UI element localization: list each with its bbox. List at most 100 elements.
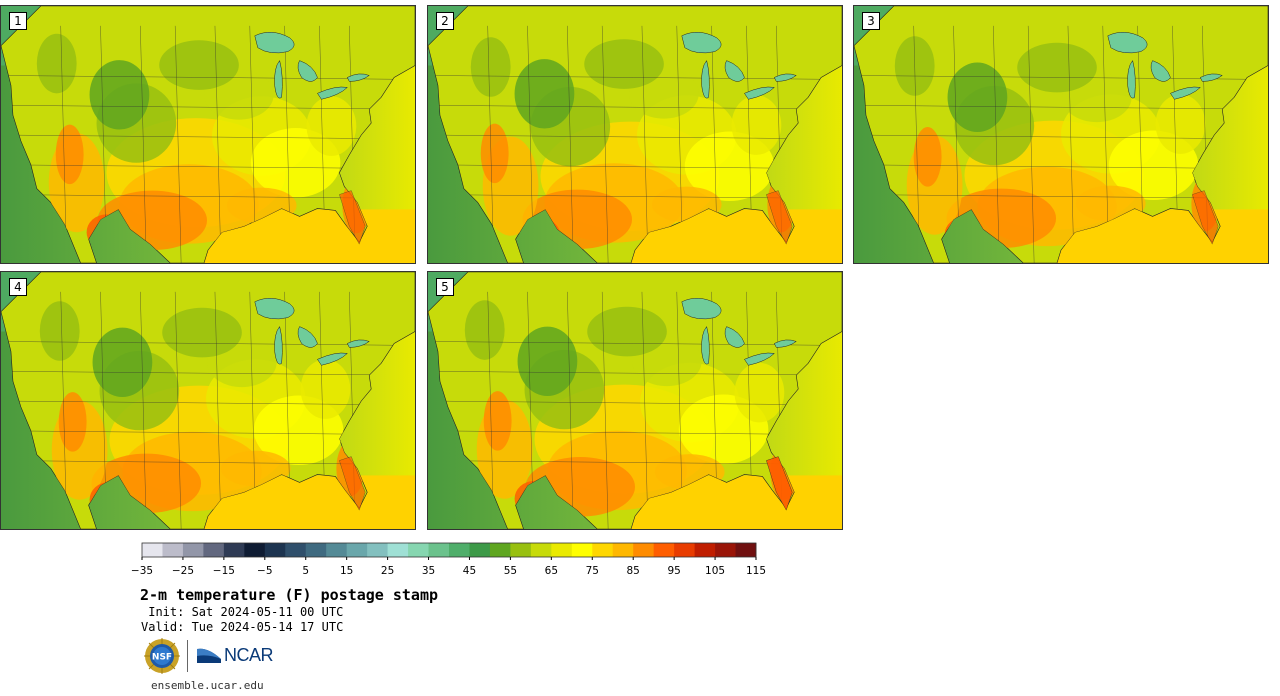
great-lake [744, 86, 775, 100]
temperature-blob [464, 300, 505, 360]
colorbar-segment [428, 543, 450, 557]
colorbar-segment [489, 543, 511, 557]
colorbar-segment [387, 543, 409, 557]
state-line [641, 25, 649, 263]
colorbar-segment [530, 543, 552, 557]
colorbar-tick-label: 35 [422, 565, 435, 577]
colorbar-tick-label: 105 [705, 565, 725, 577]
great-lake [1199, 73, 1223, 82]
colorbar-tick-label: 5 [302, 565, 309, 577]
colorbar-segment [326, 543, 348, 557]
colorbar-segment [244, 543, 266, 557]
colorbar-tick-label: −5 [257, 565, 272, 577]
great-lake [1170, 86, 1201, 100]
colorbar-segment [346, 543, 368, 557]
colorbar-segment [264, 543, 286, 557]
colorbar-segment [162, 543, 184, 557]
colorbar-segment [735, 543, 757, 557]
panel-number: 4 [9, 278, 27, 296]
state-line [1, 371, 415, 376]
state-boundaries [1, 25, 415, 263]
great-lake [254, 32, 295, 54]
state-line [487, 291, 494, 529]
stamp-panel-3: 3 [853, 5, 1269, 264]
temperature-blob [517, 326, 578, 397]
stamp-panel-5: 5 [427, 271, 843, 530]
great-lake [701, 60, 710, 99]
colorbar-segment [674, 543, 695, 557]
temperature-blob [584, 39, 664, 89]
colorbar-segment [653, 543, 675, 557]
colorbar-tick-label: 65 [545, 565, 558, 577]
temperature-blob [92, 327, 153, 398]
init-time: Init: Sat 2024-05-11 00 UTC [141, 605, 344, 619]
great-lake [744, 352, 775, 366]
colorbar-tick-label: −25 [172, 565, 194, 577]
state-line [174, 25, 182, 263]
temperature-blob [913, 127, 942, 187]
temperature-blob [220, 450, 291, 487]
temperature-blob [947, 62, 1008, 133]
state-line [428, 400, 842, 406]
state-line [993, 25, 1000, 263]
great-lake [724, 60, 745, 82]
colorbar-tick-label: 55 [504, 565, 517, 577]
ncar-swoosh-icon [197, 648, 221, 663]
state-line [1, 400, 415, 406]
great-lake [274, 326, 283, 365]
colorbar-segment [694, 543, 716, 557]
valid-time: Valid: Tue 2024-05-14 17 UTC [141, 620, 344, 634]
temperature-blob [300, 359, 351, 419]
temperature-blob [734, 362, 785, 423]
colorbar-segment [715, 543, 736, 557]
great-lake [701, 326, 710, 365]
colorbar-segment [592, 543, 614, 557]
stamp-panel-1: 1 [0, 5, 416, 264]
stamp-panel-2: 2 [427, 5, 843, 264]
great-lake [773, 73, 797, 82]
temperature-map [854, 6, 1268, 263]
colorbar-segment [449, 543, 470, 557]
temperature-blob [1155, 94, 1206, 154]
florida [339, 190, 366, 245]
colorbar-segment [182, 543, 204, 557]
great-lake [1150, 60, 1171, 82]
temperature-blob [731, 95, 782, 155]
nsf-logo-text: NSF [152, 653, 172, 663]
colorbar-tick-label: 95 [667, 565, 680, 577]
state-line [428, 134, 842, 140]
state-line [60, 291, 67, 529]
state-line [428, 75, 842, 80]
colorbar-segment [223, 543, 245, 557]
temperature-blob [480, 123, 509, 184]
temperature-blob [89, 60, 150, 130]
state-line [214, 291, 222, 529]
state-line [601, 25, 609, 263]
colorbar-segment [510, 543, 532, 557]
colorbar-segment [633, 543, 655, 557]
great-lake [1107, 32, 1148, 54]
state-line [854, 105, 1268, 110]
state-line [428, 105, 842, 110]
state-line [428, 371, 842, 376]
colorbar-segment [612, 543, 634, 557]
great-lake [317, 86, 348, 100]
state-line [1027, 25, 1035, 263]
great-lake [724, 326, 745, 348]
panel-number: 5 [436, 278, 454, 296]
chart-title: 2-m temperature (F) postage stamp [140, 586, 439, 604]
great-lake [317, 352, 348, 366]
temperature-blob [36, 33, 77, 94]
colorbar-segment [367, 543, 388, 557]
temperature-blob [159, 40, 239, 90]
colorbar-border [141, 542, 757, 558]
great-lake [681, 32, 722, 54]
state-line [140, 291, 147, 529]
temperature-blob [587, 306, 667, 357]
state-line [1, 75, 415, 80]
colorbar-tick-label: 115 [746, 565, 766, 577]
great-lake [274, 60, 283, 99]
temperature-blob [58, 392, 87, 452]
nsf-logo: NSF [144, 638, 180, 674]
colorbar-segment [571, 543, 593, 557]
